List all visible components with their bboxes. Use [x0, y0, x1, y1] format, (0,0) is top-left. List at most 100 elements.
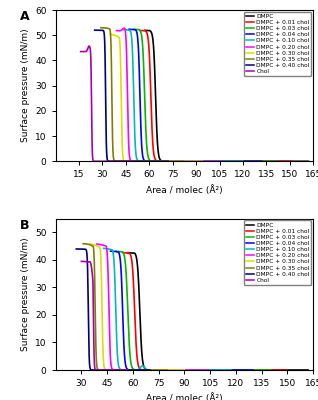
- DMPC + 0.01 chol: [241, 368, 245, 372]
- DMPC + 0.04 chol: [110, 249, 114, 254]
- X-axis label: Area / molec (Å²): Area / molec (Å²): [146, 394, 223, 400]
- DMPC + 0.04 chol: [211, 368, 215, 372]
- DMPC + 0.01 chol: [186, 368, 190, 372]
- DMPC: [288, 368, 292, 372]
- DMPC + 0.10 chol: [197, 368, 201, 372]
- DMPC + 0.30 chol: [108, 32, 112, 37]
- DMPC + 0.35 chol: [146, 159, 149, 164]
- Chol: [120, 159, 124, 164]
- DMPC + 0.40 chol: [74, 247, 78, 252]
- DMPC + 0.04 chol: [128, 27, 132, 32]
- Chol: [84, 259, 88, 264]
- DMPC + 0.04 chol: [109, 249, 113, 254]
- DMPC + 0.04 chol: [215, 159, 218, 164]
- DMPC + 0.04 chol: [251, 368, 255, 372]
- DMPC + 0.40 chol: [166, 159, 170, 164]
- DMPC + 0.35 chol: [99, 25, 103, 30]
- DMPC: [242, 159, 245, 164]
- X-axis label: Area / molec (Å²): Area / molec (Å²): [146, 185, 223, 195]
- Line: DMPC + 0.10 chol: DMPC + 0.10 chol: [123, 30, 243, 161]
- DMPC + 0.03 chol: [238, 368, 242, 372]
- DMPC + 0.04 chol: [198, 159, 202, 164]
- DMPC + 0.01 chol: [148, 62, 152, 66]
- DMPC + 0.10 chol: [215, 368, 218, 372]
- DMPC + 0.04 chol: [170, 368, 174, 372]
- DMPC + 0.01 chol: [143, 28, 147, 33]
- DMPC + 0.03 chol: [207, 368, 211, 372]
- DMPC + 0.40 chol: [148, 159, 152, 164]
- DMPC + 0.10 chol: [221, 159, 225, 164]
- DMPC + 0.03 chol: [181, 368, 185, 372]
- DMPC + 0.30 chol: [198, 159, 202, 164]
- DMPC + 0.10 chol: [213, 368, 217, 372]
- Line: DMPC + 0.40 chol: DMPC + 0.40 chol: [76, 249, 150, 370]
- Line: DMPC + 0.40 chol: DMPC + 0.40 chol: [95, 30, 168, 161]
- DMPC + 0.01 chol: [286, 368, 289, 372]
- DMPC + 0.03 chol: [132, 27, 136, 32]
- Chol: [103, 368, 107, 372]
- Line: Chol: Chol: [81, 46, 134, 161]
- DMPC + 0.01 chol: [159, 368, 163, 372]
- Chol: [93, 364, 97, 369]
- DMPC + 0.35 chol: [157, 368, 161, 372]
- DMPC + 0.40 chol: [142, 368, 146, 372]
- Line: DMPC + 0.04 chol: DMPC + 0.04 chol: [129, 29, 262, 161]
- DMPC + 0.30 chol: [179, 368, 183, 372]
- DMPC + 0.01 chol: [219, 159, 223, 164]
- DMPC + 0.03 chol: [160, 159, 163, 164]
- DMPC + 0.30 chol: [120, 368, 123, 372]
- Y-axis label: Surface pressure (mN/m): Surface pressure (mN/m): [21, 29, 30, 142]
- DMPC + 0.35 chol: [165, 368, 169, 372]
- DMPC: [306, 368, 310, 372]
- Text: B: B: [20, 219, 29, 232]
- DMPC + 0.35 chol: [94, 356, 98, 360]
- Text: A: A: [20, 10, 29, 23]
- Chol: [86, 47, 89, 52]
- Line: DMPC + 0.04 chol: DMPC + 0.04 chol: [111, 251, 253, 370]
- DMPC: [180, 159, 184, 164]
- DMPC + 0.20 chol: [151, 159, 155, 164]
- DMPC + 0.04 chol: [241, 368, 245, 372]
- DMPC: [290, 159, 294, 164]
- DMPC + 0.30 chol: [88, 242, 92, 246]
- DMPC + 0.30 chol: [176, 159, 180, 164]
- DMPC + 0.30 chol: [148, 368, 152, 372]
- DMPC + 0.40 chol: [148, 368, 152, 372]
- Line: DMPC + 0.10 chol: DMPC + 0.10 chol: [104, 248, 231, 370]
- DMPC + 0.30 chol: [196, 159, 200, 164]
- DMPC + 0.40 chol: [107, 159, 110, 164]
- DMPC + 0.20 chol: [121, 368, 124, 372]
- DMPC + 0.03 chol: [157, 368, 161, 372]
- Chol: [126, 368, 130, 372]
- DMPC + 0.04 chol: [150, 159, 154, 164]
- DMPC + 0.30 chol: [190, 159, 194, 164]
- DMPC + 0.10 chol: [232, 159, 236, 164]
- Line: DMPC + 0.30 chol: DMPC + 0.30 chol: [110, 34, 202, 161]
- DMPC + 0.40 chol: [105, 368, 108, 372]
- Line: DMPC + 0.20 chol: DMPC + 0.20 chol: [97, 244, 209, 370]
- Line: DMPC: DMPC: [145, 30, 308, 161]
- DMPC + 0.10 chol: [229, 368, 233, 372]
- DMPC + 0.40 chol: [122, 368, 126, 372]
- DMPC: [235, 368, 238, 372]
- Y-axis label: Surface pressure (mN/m): Surface pressure (mN/m): [21, 238, 30, 351]
- DMPC + 0.01 chol: [222, 159, 226, 164]
- DMPC: [217, 368, 221, 372]
- DMPC + 0.10 chol: [141, 159, 145, 164]
- Chol: [116, 159, 120, 164]
- DMPC + 0.20 chol: [114, 28, 118, 33]
- DMPC + 0.30 chol: [149, 159, 153, 164]
- DMPC + 0.10 chol: [200, 368, 204, 372]
- DMPC + 0.10 chol: [185, 368, 189, 372]
- DMPC: [226, 159, 230, 164]
- DMPC + 0.20 chol: [128, 368, 132, 372]
- DMPC + 0.20 chol: [221, 159, 225, 164]
- DMPC + 0.01 chol: [158, 368, 162, 372]
- DMPC + 0.35 chol: [119, 368, 123, 372]
- Chol: [80, 259, 83, 264]
- DMPC: [167, 368, 171, 372]
- DMPC + 0.10 chol: [241, 159, 245, 164]
- DMPC + 0.35 chol: [151, 159, 155, 164]
- DMPC + 0.10 chol: [215, 159, 219, 164]
- DMPC + 0.03 chol: [114, 249, 118, 254]
